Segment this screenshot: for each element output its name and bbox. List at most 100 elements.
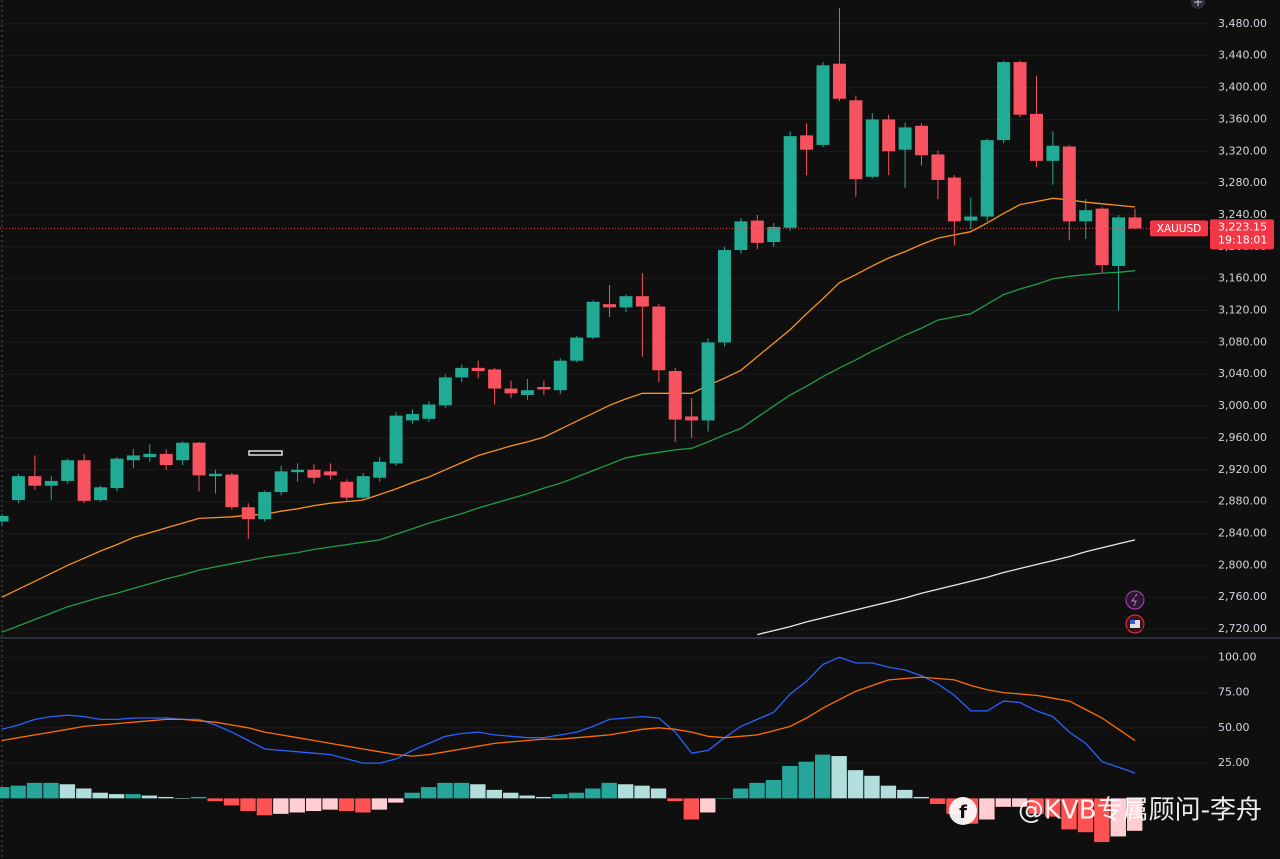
y-tick-label: 3,120.00 xyxy=(1218,304,1267,317)
y-tick-label: 3,320.00 xyxy=(1218,144,1267,157)
candle-body xyxy=(126,455,140,461)
event-icon[interactable] xyxy=(1125,590,1145,610)
candle-body xyxy=(1095,208,1109,266)
histogram-bar xyxy=(1012,798,1028,807)
histogram-bar xyxy=(355,798,371,813)
histogram-bar xyxy=(108,794,125,799)
annotation-box[interactable] xyxy=(248,450,283,456)
candle-body xyxy=(816,65,830,145)
histogram-bar xyxy=(174,798,191,799)
candle-body xyxy=(701,342,715,421)
histogram-bar xyxy=(322,798,338,810)
histogram-bar xyxy=(700,798,716,813)
histogram-bar xyxy=(388,798,404,803)
candle-body xyxy=(356,476,370,498)
candle-body xyxy=(176,442,190,461)
histogram-bar xyxy=(125,794,141,799)
candle-body xyxy=(422,404,436,419)
candle-body xyxy=(783,136,797,228)
candle-body xyxy=(159,453,173,466)
histogram-bar xyxy=(1044,798,1061,817)
histogram-bar xyxy=(1028,798,1044,814)
symbol-label: XAUUSD xyxy=(1157,223,1202,235)
histogram-bar xyxy=(798,761,814,799)
candle-body xyxy=(110,458,124,489)
candle-body xyxy=(258,492,272,520)
indicator-line xyxy=(1,197,1136,598)
histogram-bar xyxy=(979,798,995,820)
histogram-bar xyxy=(191,796,207,799)
histogram-bar xyxy=(568,792,585,799)
histogram-bar xyxy=(256,798,273,816)
y-tick-label: 3,000.00 xyxy=(1218,399,1267,412)
histogram-bar xyxy=(831,756,847,799)
y-tick-label: 2,800.00 xyxy=(1218,558,1267,571)
candle-body xyxy=(406,414,419,421)
histogram-bar xyxy=(782,765,798,799)
histogram-bar xyxy=(765,780,782,799)
candle-body xyxy=(1079,210,1093,222)
candle-body xyxy=(389,415,403,464)
candle-body xyxy=(291,469,305,473)
candle-body xyxy=(717,250,731,343)
candle-body xyxy=(373,461,387,478)
y-tick-label: 100.00 xyxy=(1218,650,1257,663)
candle-body xyxy=(964,216,978,221)
candle-body xyxy=(471,367,485,372)
histogram-bar xyxy=(26,782,43,799)
y-tick-label: 3,400.00 xyxy=(1218,81,1267,94)
histogram-bar xyxy=(371,798,388,810)
candle-body xyxy=(980,140,994,217)
candle-body xyxy=(143,453,157,458)
histogram-bar xyxy=(273,798,289,814)
histogram-bar xyxy=(929,798,946,804)
histogram-bar xyxy=(289,798,305,813)
svg-text:f: f xyxy=(959,802,967,823)
y-tick-label: 75.00 xyxy=(1218,686,1250,699)
candle-body xyxy=(488,369,502,389)
histogram-bar xyxy=(43,782,59,799)
candle-body xyxy=(94,487,108,501)
histogram-bar xyxy=(223,798,240,806)
histogram-bar xyxy=(437,782,453,799)
histogram-bar xyxy=(59,784,76,799)
plus-icon[interactable] xyxy=(1191,0,1205,9)
histogram-bar xyxy=(338,798,355,812)
y-tick-label: 2,720.00 xyxy=(1218,622,1267,635)
histogram-bar xyxy=(601,782,617,799)
candle-body xyxy=(520,390,534,395)
histogram-bar xyxy=(503,792,519,799)
countdown-label: 19:18:01 xyxy=(1218,233,1267,246)
candle-body xyxy=(241,507,255,520)
candle-body xyxy=(1029,113,1043,161)
candle-body xyxy=(28,476,42,486)
candle-body xyxy=(668,371,682,420)
candle-body xyxy=(1128,217,1142,229)
indicator-line xyxy=(1,656,1136,774)
histogram-bar xyxy=(1110,798,1126,837)
histogram-bar xyxy=(897,789,913,799)
candle-body xyxy=(438,377,452,406)
candle-body xyxy=(77,460,91,501)
histogram-bar xyxy=(880,785,897,799)
histogram-bar xyxy=(617,784,634,799)
histogram-bar xyxy=(683,798,700,820)
candle-body xyxy=(947,177,961,222)
flag-icon[interactable] xyxy=(1125,614,1145,634)
histogram-bar xyxy=(453,782,470,799)
y-tick-label: 2,880.00 xyxy=(1218,495,1267,508)
histogram-bar xyxy=(141,795,158,799)
candle-body xyxy=(323,471,337,476)
histogram-bar xyxy=(1094,798,1110,843)
histogram-bar xyxy=(864,775,880,799)
indicator-line xyxy=(1,676,1136,757)
histogram-bar xyxy=(667,798,683,802)
symbol-tag xyxy=(1150,220,1208,237)
y-tick-label: 3,360.00 xyxy=(1218,112,1267,125)
price-tag xyxy=(1210,219,1274,250)
candle-body xyxy=(915,125,929,156)
candle-body xyxy=(849,100,863,180)
